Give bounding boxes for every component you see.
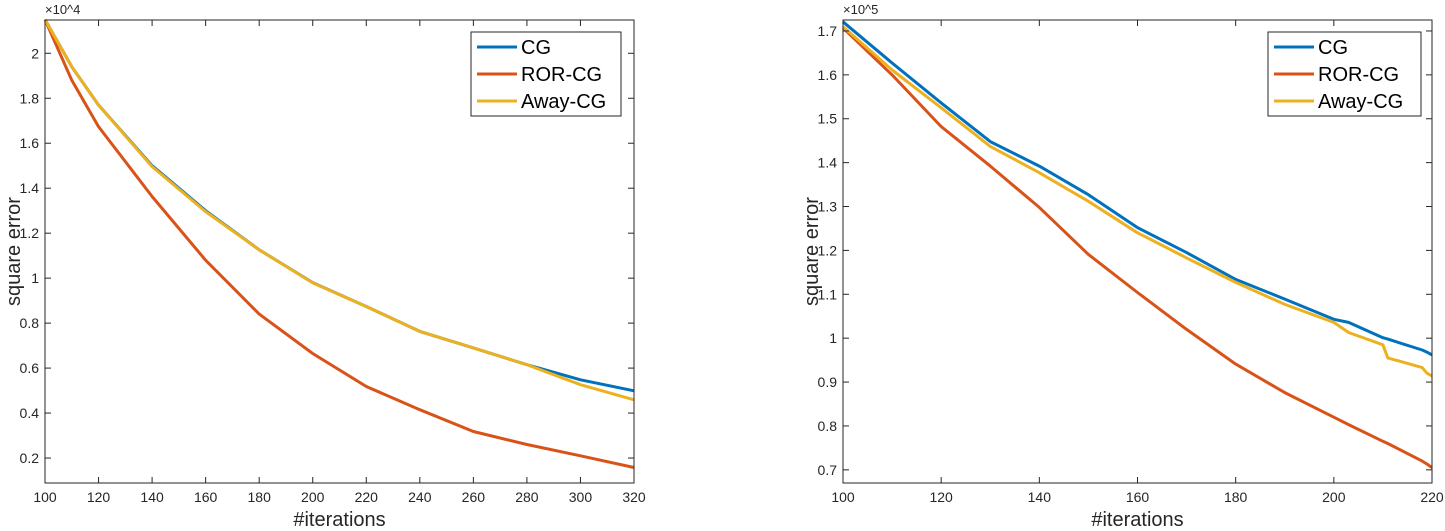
x-tick-label: 200 [301, 489, 325, 505]
y-tick-label: 0.2 [20, 450, 40, 466]
x-axis-label: #iterations [1091, 509, 1183, 531]
x-tick-label: 240 [408, 489, 432, 505]
chart-right: ×10^5 100 120 140 160 180 200 220 0.7 0.8 0.9 1 1.1… [801, 2, 1444, 531]
y-tick-label: 2 [31, 45, 39, 61]
y-tick-label: 1.2 [818, 242, 838, 258]
x-tick-label: 300 [569, 489, 593, 505]
legend-label-cg: CG [521, 37, 551, 59]
y-tick-label: 1.3 [818, 199, 838, 215]
legend-label-ror-cg: ROR-CG [1318, 64, 1399, 86]
x-tick-label: 220 [1420, 489, 1444, 505]
series-line-away-cg [842, 25, 1433, 378]
legend-label-ror-cg: ROR-CG [521, 64, 602, 86]
x-tick-label: 100 [831, 489, 855, 505]
x-tick-label: 140 [1028, 489, 1052, 505]
y-tick-label: 0.7 [818, 462, 838, 478]
y-tick-label: 1.7 [818, 23, 838, 39]
y-tick-label: 1.5 [818, 111, 838, 127]
series-line-ror-cg [43, 18, 635, 469]
y-tick-label: 1.4 [818, 155, 838, 171]
series-group [43, 18, 635, 469]
x-tick-label: 200 [1322, 489, 1346, 505]
x-tick-label: 120 [87, 489, 111, 505]
y-tick-label: 1.2 [20, 225, 40, 241]
x-tick-label: 220 [355, 489, 379, 505]
series-group [841, 20, 1433, 469]
series-line-cg [842, 20, 1433, 357]
legend-label-away-cg: Away-CG [1318, 91, 1403, 113]
x-tick-label: 140 [140, 489, 164, 505]
y-tick-label: 1 [31, 270, 39, 286]
x-tick-label: 180 [248, 489, 272, 505]
x-tick-label: 160 [194, 489, 218, 505]
y-tick-label: 1 [829, 330, 837, 346]
series-line-away-cg [43, 18, 635, 402]
y-tick-label: 1.6 [20, 135, 40, 151]
y-exponent-label: ×10^4 [45, 2, 80, 17]
axes-box [44, 19, 635, 484]
y-tick-label: 0.8 [818, 418, 838, 434]
x-tick-label: 320 [622, 489, 646, 505]
y-axis-label: square error [801, 197, 823, 306]
legend-label-cg: CG [1318, 37, 1348, 59]
legend: CG ROR-CG Away-CG [470, 31, 622, 117]
y-tick-label: 0.4 [20, 405, 40, 421]
x-tick-label: 100 [33, 489, 57, 505]
x-tick-label: 280 [515, 489, 539, 505]
x-tick-label: 180 [1224, 489, 1248, 505]
x-tick-label: 260 [462, 489, 486, 505]
x-axis-label: #iterations [293, 509, 385, 531]
x-tick-label: 120 [929, 489, 953, 505]
y-exponent-label: ×10^5 [843, 2, 878, 17]
y-axis-label: square error [3, 197, 25, 306]
chart-left: ×10^4 100 120 140 160 180 200 220 240 260 280 300 3… [3, 2, 646, 531]
y-tick-label: 1.4 [20, 180, 40, 196]
legend: CG ROR-CG Away-CG [1267, 31, 1422, 117]
y-tick-label: 0.6 [20, 360, 40, 376]
y-tick-label: 0.9 [818, 374, 838, 390]
x-tick-label: 160 [1126, 489, 1150, 505]
y-tick-label: 1.1 [818, 286, 838, 302]
y-tick-label: 1.6 [818, 67, 838, 83]
series-line-ror-cg [841, 26, 1433, 469]
y-tick-label: 0.8 [20, 315, 40, 331]
legend-label-away-cg: Away-CG [521, 91, 606, 113]
y-tick-label: 1.8 [20, 90, 40, 106]
